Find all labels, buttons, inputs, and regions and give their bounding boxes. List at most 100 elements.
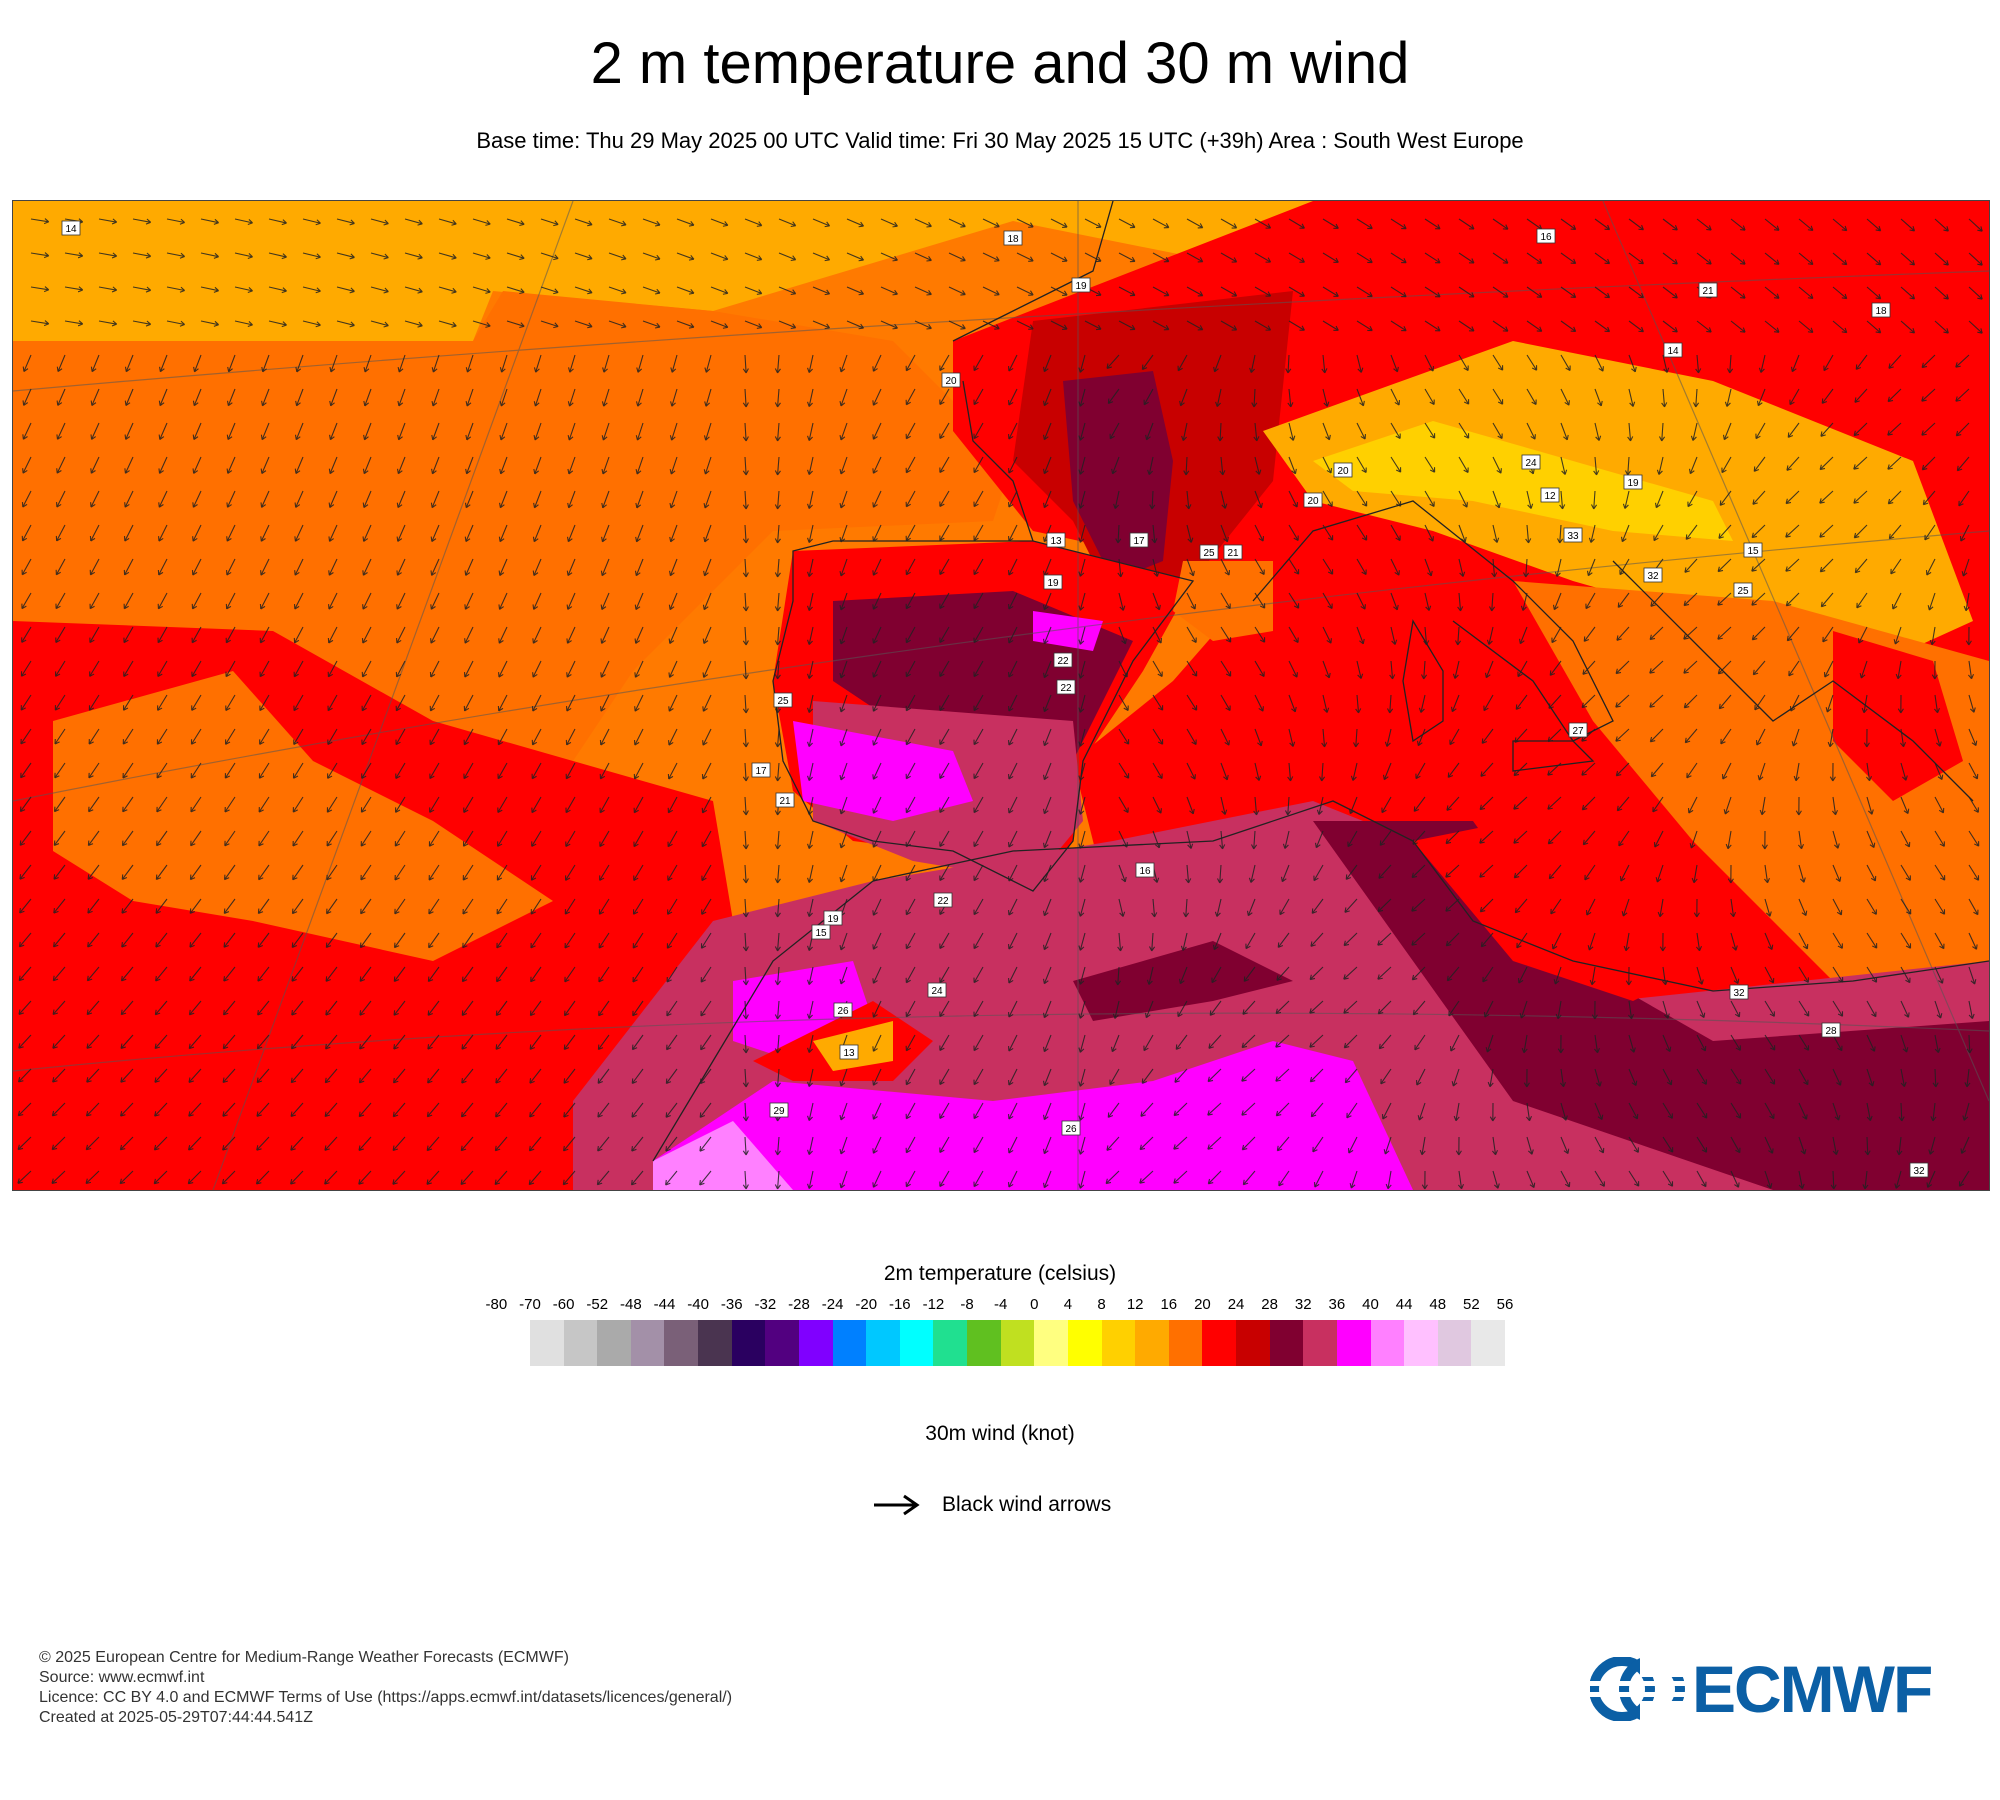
wind-arrow (326, 864, 338, 881)
wind-arrow (1078, 388, 1086, 407)
wind-arrow (404, 286, 423, 294)
wind-arrow (1934, 252, 1949, 266)
wind-arrow (54, 762, 66, 779)
wind-arrow (1482, 966, 1494, 983)
wind-arrow (1619, 558, 1630, 576)
wind-arrow (1412, 1000, 1426, 1016)
wind-arrow (1764, 1034, 1776, 1051)
wind-arrow (1764, 1170, 1773, 1189)
wind-arrow (234, 286, 253, 293)
wind-arrow (807, 898, 814, 917)
wind-arrow (676, 252, 695, 261)
wind-arrow (86, 1000, 100, 1016)
wind-arrow (1628, 1034, 1636, 1053)
wind-arrow (699, 1170, 712, 1186)
wind-arrow (397, 354, 406, 373)
wind-arrow (1458, 218, 1475, 230)
wind-arrow (361, 660, 372, 678)
wind-arrow (1288, 320, 1305, 331)
wind-arrow (166, 252, 186, 259)
wind-arrow (122, 796, 134, 813)
wind-arrow (1152, 728, 1164, 745)
wind-arrow (667, 762, 678, 780)
wind-arrow (1007, 694, 1018, 712)
wind-arrow (1186, 218, 1204, 229)
wind-arrow (1177, 1000, 1188, 1018)
wind-arrow (292, 864, 304, 881)
wind-arrow (774, 456, 781, 476)
city-label-box (1046, 532, 1066, 548)
wind-arrow (1649, 728, 1664, 743)
wind-arrow (1007, 966, 1018, 984)
colorbar-tick-label: -36 (720, 1296, 743, 1313)
wind-arrow (807, 966, 814, 985)
wind-arrow (1185, 864, 1192, 884)
wind-arrow (1140, 1102, 1154, 1117)
wind-arrow (1287, 762, 1294, 782)
wind-arrow (1411, 932, 1426, 946)
wind-arrow (1485, 1034, 1494, 1053)
wind-arrow (839, 728, 848, 747)
wind-arrow (1526, 252, 1543, 264)
wind-arrow (1615, 660, 1630, 675)
wind-arrow (1652, 796, 1664, 813)
wind-arrow (397, 388, 406, 407)
wind-arrow (939, 864, 950, 882)
wind-arrow (1616, 796, 1630, 812)
wind-arrow (123, 524, 134, 542)
wind-arrow (939, 1136, 950, 1154)
wind-arrow (1180, 932, 1188, 951)
wind-arrow (839, 796, 848, 815)
wind-arrow (1594, 354, 1604, 372)
wind-arrow (1118, 796, 1129, 814)
wind-arrow (1322, 694, 1330, 713)
wind-arrow (396, 558, 406, 576)
wind-arrow (472, 320, 491, 328)
wind-arrow (1724, 388, 1732, 407)
wind-arrow (1729, 898, 1737, 918)
wind-arrow (53, 932, 66, 948)
wind-arrow (1042, 1136, 1052, 1155)
wind-arrow (710, 286, 729, 295)
wind-arrow (807, 558, 814, 577)
wind-arrow (1152, 626, 1163, 644)
temperature-map[interactable]: 14 18 19 20 16 21 18 14 20 24 19 15 12 13 17 25 21 19 22 22… (12, 200, 1990, 1191)
ecmwf-logo[interactable]: ECMWF (1590, 1652, 1960, 1726)
wind-arrow (1518, 626, 1528, 645)
wind-arrow (872, 422, 882, 440)
wind-arrow (1683, 626, 1698, 640)
footer-source: Source: www.ecmwf.int (39, 1669, 205, 1686)
wind-arrow (1282, 830, 1290, 849)
wind-arrow (1686, 762, 1698, 779)
wind-arrow (1457, 1170, 1465, 1190)
wind-arrow (973, 626, 984, 644)
wind-arrow (192, 524, 202, 542)
city-temperature-label: 16 (1540, 232, 1552, 243)
wind-arrow (154, 1000, 168, 1016)
wind-arrow (633, 864, 644, 881)
wind-arrow (328, 456, 338, 475)
wind-arrow (56, 422, 66, 440)
wind-arrow (1356, 660, 1364, 679)
wind-arrow (597, 1034, 610, 1051)
wind-arrow (1934, 286, 1949, 300)
wind-arrow (872, 1102, 882, 1120)
wind-arrow (395, 626, 406, 644)
wind-arrow (1139, 1170, 1154, 1184)
wind-arrow (361, 626, 372, 644)
wind-arrow (292, 796, 304, 813)
wind-arrow (774, 490, 781, 510)
wind-arrow (154, 1102, 168, 1117)
wind-arrow (1934, 864, 1946, 881)
wind-arrow (774, 1170, 781, 1190)
wind-arrow (702, 728, 712, 746)
colorbar-tick-label: -60 (552, 1296, 575, 1313)
wind-arrow (56, 388, 66, 406)
wind-arrow (1310, 1102, 1324, 1118)
city-temperature-label: 18 (1875, 306, 1887, 317)
wind-arrow (1560, 456, 1568, 475)
wind-arrow (1934, 1000, 1943, 1019)
wind-arrow (1007, 524, 1018, 542)
wind-arrow (839, 660, 848, 679)
city-temperature-label: 25 (1737, 586, 1749, 597)
